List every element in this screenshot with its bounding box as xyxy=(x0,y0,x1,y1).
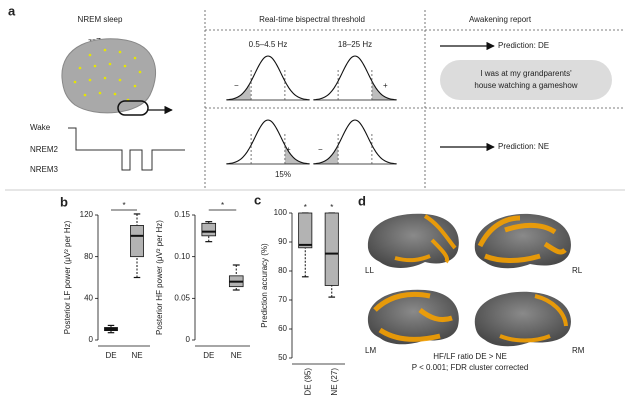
region-marker xyxy=(117,100,149,116)
brain-rl xyxy=(474,213,571,269)
sign: + xyxy=(286,145,291,154)
significance: * xyxy=(330,203,333,212)
significance: * xyxy=(304,203,307,212)
view-label: LL xyxy=(365,266,374,275)
y-tick-label: 90 xyxy=(278,237,287,246)
band-label: 18–25 Hz xyxy=(338,40,372,49)
distribution xyxy=(226,119,310,165)
sign: + xyxy=(383,81,388,90)
y-axis-label: Posterior LF power (μV² per Hz) xyxy=(63,220,72,334)
hypnogram xyxy=(68,127,185,171)
report-text: I was at my grandparents' xyxy=(480,69,572,78)
y-tick-label: 80 xyxy=(278,266,287,275)
distribution xyxy=(313,55,397,101)
brain-ll xyxy=(367,213,459,268)
box xyxy=(130,225,144,258)
x-tick-label: NE (27) xyxy=(330,368,339,396)
y-tick-label: 0.15 xyxy=(174,210,190,219)
report-title: Awakening report xyxy=(469,15,532,24)
panel-label: b xyxy=(60,194,68,209)
x-tick-label: NE xyxy=(131,351,142,360)
stage-label: NREM2 xyxy=(30,145,59,154)
view-label: RL xyxy=(572,266,583,275)
y-tick-label: 0 xyxy=(186,335,191,344)
threshold-title: Real-time bispectral threshold xyxy=(259,15,365,24)
significance: * xyxy=(221,201,224,210)
y-axis-label: Prediction accuracy (%) xyxy=(260,243,269,328)
percent: 15% xyxy=(275,170,291,179)
panel-label: c xyxy=(254,192,261,207)
x-tick-label: DE xyxy=(203,351,214,360)
y-tick-label: 70 xyxy=(278,295,287,304)
significance: * xyxy=(122,201,125,210)
y-tick-label: 50 xyxy=(278,353,287,362)
y-tick-label: 60 xyxy=(278,324,287,333)
tail-area xyxy=(226,83,252,100)
box xyxy=(298,212,313,249)
panel-label: a xyxy=(8,3,16,18)
brain-rm xyxy=(474,291,571,347)
tail-area xyxy=(371,81,397,100)
panel-label: d xyxy=(358,193,366,208)
sign: − xyxy=(234,81,239,90)
y-tick-label: 100 xyxy=(274,208,288,217)
view-label: LM xyxy=(365,346,376,355)
y-tick-label: 120 xyxy=(80,210,94,219)
tail-area xyxy=(284,145,310,164)
caption: P < 0.001; FDR cluster corrected xyxy=(412,363,529,372)
x-tick-label: DE xyxy=(105,351,116,360)
y-tick-label: 0.10 xyxy=(174,252,190,261)
tail-area xyxy=(313,145,339,164)
brain-lm xyxy=(367,289,459,345)
prediction: Prediction: DE xyxy=(498,41,549,50)
y-tick-label: 0.05 xyxy=(174,293,190,302)
box xyxy=(201,222,217,237)
y-tick-label: 0 xyxy=(89,335,94,344)
sleep-title: NREM sleep xyxy=(78,15,123,24)
stage-label: NREM3 xyxy=(30,165,59,174)
report-text: house watching a gameshow xyxy=(474,81,577,90)
caption: HF/LF ratio DE > NE xyxy=(433,352,507,361)
sign: − xyxy=(318,145,323,154)
y-tick-label: 80 xyxy=(84,252,93,261)
band-label: 0.5–4.5 Hz xyxy=(249,40,288,49)
x-tick-label: DE (95) xyxy=(303,368,312,396)
stage-label: Wake xyxy=(30,123,51,132)
prediction: Prediction: NE xyxy=(498,142,549,151)
report-bubble xyxy=(440,60,612,100)
distribution xyxy=(313,119,397,165)
y-tick-label: 40 xyxy=(84,293,93,302)
y-axis-label: Posterior HF power (μV² per Hz) xyxy=(155,220,164,335)
distribution xyxy=(226,55,310,101)
view-label: RM xyxy=(572,346,585,355)
box xyxy=(324,212,339,286)
x-tick-label: NE xyxy=(231,351,242,360)
